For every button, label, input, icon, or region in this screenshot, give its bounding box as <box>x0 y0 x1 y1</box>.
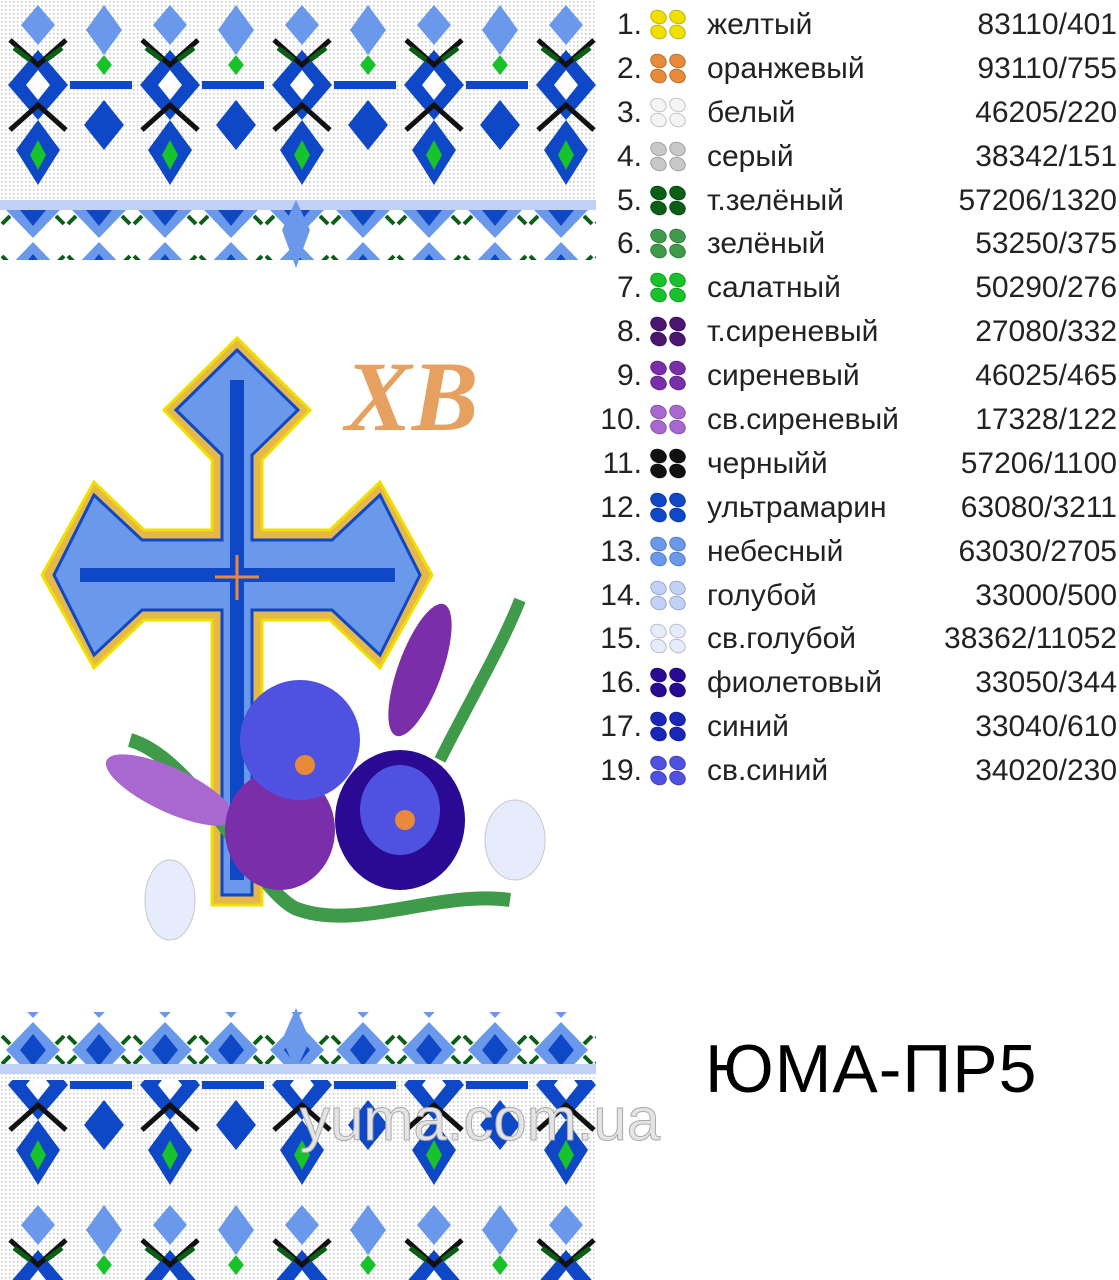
legend-color-name: серый <box>707 139 794 173</box>
legend-row: 17. синий 33040/610 <box>590 705 1119 749</box>
bead-swatch-icon <box>647 577 689 613</box>
legend-color-name: оранжевый <box>707 51 865 85</box>
legend-row: 19. св.синий 34020/230 <box>590 749 1119 793</box>
legend-number: 17. <box>600 710 642 744</box>
legend-number: 19. <box>600 754 642 788</box>
legend-code: 34020/230 <box>975 754 1117 788</box>
bead-swatch-icon <box>647 138 689 174</box>
legend-number: 16. <box>600 666 642 700</box>
legend-code: 46025/465 <box>975 359 1117 393</box>
legend-row: 9. сиреневый 46025/465 <box>590 354 1119 398</box>
bead-swatch-icon <box>647 402 689 437</box>
legend-code: 27080/332 <box>975 315 1117 349</box>
legend-number: 7. <box>616 271 642 305</box>
legend-color-name: св.голубой <box>707 622 857 656</box>
legend-color-name: т.сиреневый <box>707 315 879 349</box>
bead-swatch-icon <box>647 270 689 306</box>
legend-row: 12. ультрамарин 63080/3211 <box>590 486 1119 530</box>
legend-number: 2. <box>616 51 642 85</box>
pattern-title: ЮМА-ПР5 <box>705 1031 1038 1107</box>
legend-code: 33040/610 <box>975 710 1117 744</box>
legend-color-name: желтый <box>707 8 813 41</box>
legend-row: 1. желтый 83110/401 <box>590 3 1119 47</box>
legend-number: 10. <box>600 403 642 437</box>
legend-number: 15. <box>600 622 642 656</box>
legend-number: 1. <box>616 8 642 41</box>
flowers <box>105 597 546 941</box>
bead-swatch-icon <box>647 753 689 789</box>
bead-swatch-icon <box>647 182 689 218</box>
legend-row: 14. голубой 33000/500 <box>590 574 1119 618</box>
color-legend: 1. желтый 83110/401 2. оранжевый 93110/75… <box>590 3 1119 793</box>
legend-row: 10. св.сиреневый 17328/122 <box>590 398 1119 442</box>
legend-code: 17328/122 <box>975 403 1117 437</box>
legend-color-name: небесный <box>707 534 844 568</box>
legend-code: 33000/500 <box>975 578 1117 612</box>
legend-code: 63080/3211 <box>960 490 1117 524</box>
legend-number: 12. <box>600 490 642 524</box>
legend-color-name: т.зелёный <box>707 183 844 217</box>
bead-swatch-icon <box>647 94 689 130</box>
bead-swatch-icon <box>647 7 689 42</box>
legend-color-name: сиреневый <box>707 359 860 393</box>
bead-swatch-icon <box>647 226 689 262</box>
bead-swatch-icon <box>647 709 689 745</box>
legend-color-name: черныйй <box>707 446 828 480</box>
legend-row: 2. оранжевый 93110/755 <box>590 47 1119 91</box>
bottom-border <box>0 1008 596 1280</box>
legend-color-name: белый <box>707 95 796 129</box>
legend-row: 4. серый 38342/151 <box>590 135 1119 179</box>
bead-swatch-icon <box>647 358 689 394</box>
legend-row: 3. белый 46205/220 <box>590 91 1119 135</box>
legend-number: 13. <box>600 534 642 568</box>
legend-code: 57206/1100 <box>960 446 1117 480</box>
bead-swatch-icon <box>647 489 689 525</box>
monogram: ХВ <box>342 341 478 452</box>
legend-color-name: ультрамарин <box>707 490 887 524</box>
legend-color-name: фиолетовый <box>707 666 883 700</box>
embroidery-pattern: ХВ <box>0 0 596 1280</box>
legend-row: 5. т.зелёный 57206/1320 <box>590 179 1119 223</box>
legend-number: 14. <box>600 578 642 612</box>
legend-row: 8. т.сиреневый 27080/332 <box>590 310 1119 354</box>
bead-swatch-icon <box>647 445 689 481</box>
legend-row: 15. св.голубой 38362/11052 <box>590 617 1119 661</box>
legend-code: 50290/276 <box>975 271 1117 305</box>
legend-code: 57206/1320 <box>958 183 1118 217</box>
legend-code: 38362/11052 <box>944 622 1117 656</box>
legend-code: 93110/755 <box>977 51 1117 85</box>
bead-swatch-icon <box>647 621 689 657</box>
legend-number: 5. <box>616 183 642 217</box>
watermark: yuma.com.ua <box>299 1086 661 1154</box>
legend-row: 7. салатный 50290/276 <box>590 266 1119 310</box>
legend-number: 6. <box>616 227 642 261</box>
legend-number: 11. <box>602 446 642 480</box>
bead-swatch-icon <box>647 665 689 701</box>
legend-number: 8. <box>616 315 642 349</box>
legend-row: 13. небесный 63030/2705 <box>590 530 1119 574</box>
legend-code: 53250/375 <box>975 227 1117 261</box>
legend-code: 33050/344 <box>975 666 1117 700</box>
legend-color-name: голубой <box>707 578 817 612</box>
legend-code: 46205/220 <box>975 95 1117 129</box>
legend-number: 9. <box>616 359 642 393</box>
legend-row: 6. зелёный 53250/375 <box>590 222 1119 266</box>
legend-code: 38342/151 <box>975 139 1117 173</box>
legend-color-name: зелёный <box>707 227 826 261</box>
legend-color-name: св.синий <box>707 754 829 788</box>
legend-color-name: салатный <box>707 271 841 305</box>
legend-number: 3. <box>616 95 642 129</box>
legend-color-name: св.сиреневый <box>707 403 899 437</box>
legend-row: 11. черныйй 57206/1100 <box>590 442 1119 486</box>
legend-row: 16. фиолетовый 33050/344 <box>590 661 1119 705</box>
bead-swatch-icon <box>647 533 689 569</box>
legend-code: 83110/401 <box>977 8 1117 41</box>
legend-color-name: синий <box>707 710 789 744</box>
bead-swatch-icon <box>647 50 689 86</box>
legend-code: 63030/2705 <box>958 534 1118 568</box>
top-border <box>0 0 596 268</box>
bead-swatch-icon <box>647 314 689 350</box>
legend-number: 4. <box>616 139 642 173</box>
